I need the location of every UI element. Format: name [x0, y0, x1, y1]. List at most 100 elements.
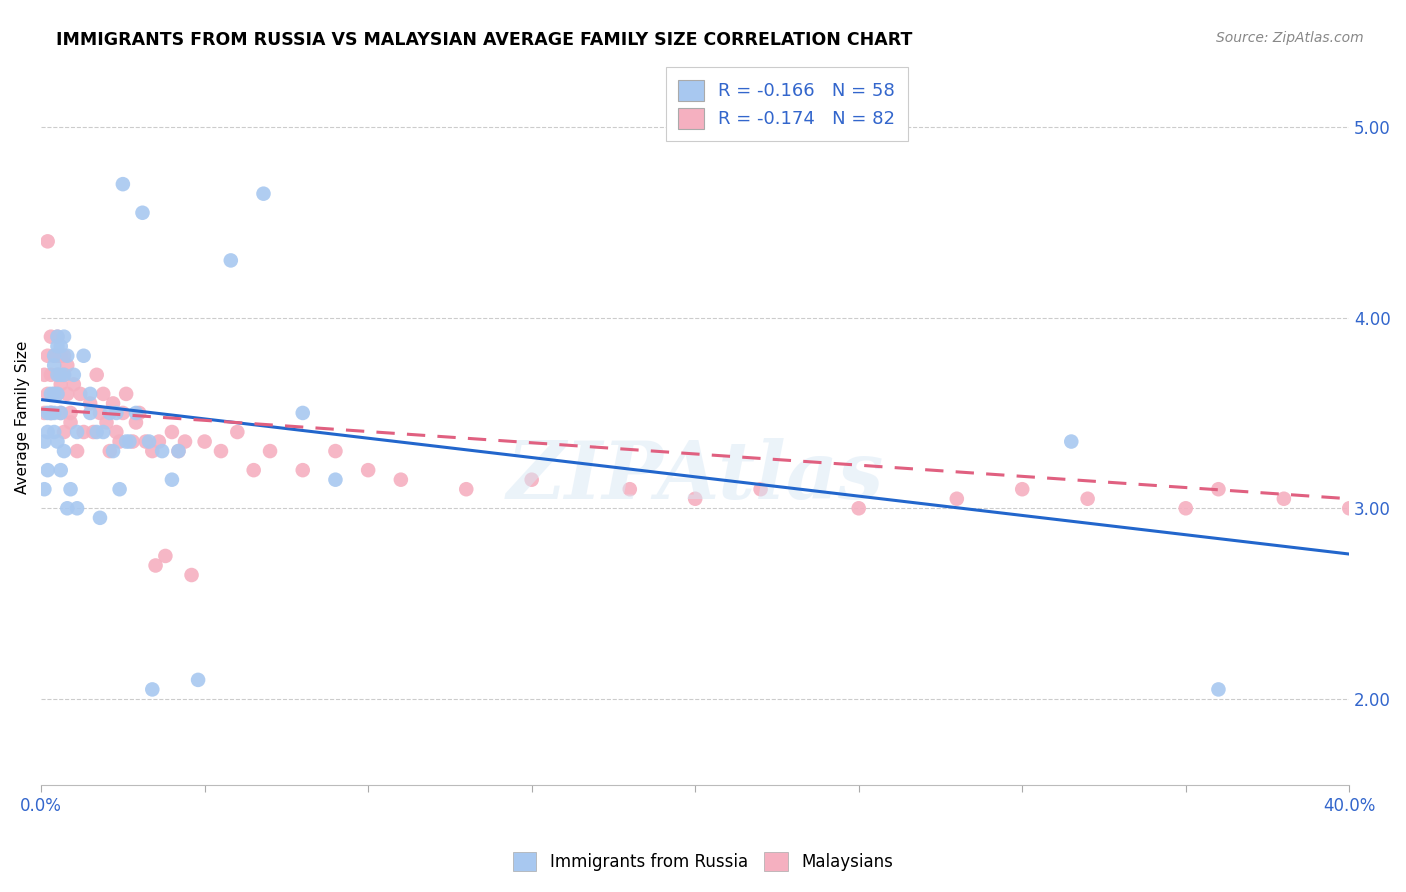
Point: [187, 673, 209, 687]
Point: [683, 491, 706, 506]
Point: [44, 349, 66, 363]
Point: [46, 329, 69, 343]
Point: [34, 482, 56, 496]
Point: [105, 425, 128, 439]
Point: [56, 501, 79, 516]
Point: [49, 406, 72, 420]
Point: [141, 682, 163, 697]
Point: [53, 425, 76, 439]
Point: [456, 482, 478, 496]
Point: [46, 349, 69, 363]
Point: [91, 387, 114, 401]
Legend: Immigrants from Russia, Malaysians: Immigrants from Russia, Malaysians: [505, 843, 901, 880]
Point: [325, 444, 347, 458]
Point: [72, 425, 94, 439]
Point: [34, 368, 56, 382]
Point: [53, 444, 76, 458]
Point: [138, 434, 160, 449]
Point: [86, 425, 108, 439]
Point: [37, 425, 59, 439]
Point: [46, 339, 69, 353]
Point: [118, 434, 141, 449]
Point: [49, 339, 72, 353]
Point: [108, 434, 131, 449]
Point: [39, 406, 62, 420]
Point: [115, 387, 138, 401]
Point: [44, 387, 66, 401]
Point: [91, 425, 114, 439]
Point: [46, 387, 69, 401]
Point: [252, 186, 274, 201]
Point: [242, 463, 264, 477]
Point: [619, 482, 641, 496]
Point: [357, 463, 380, 477]
Point: [219, 253, 242, 268]
Point: [194, 434, 217, 449]
Point: [46, 368, 69, 382]
Point: [69, 387, 91, 401]
Point: [125, 416, 148, 430]
Point: [34, 434, 56, 449]
Point: [131, 206, 153, 220]
Point: [37, 387, 59, 401]
Point: [180, 568, 202, 582]
Point: [174, 434, 197, 449]
Point: [1339, 501, 1361, 516]
Point: [49, 463, 72, 477]
Point: [1208, 482, 1230, 496]
Point: [53, 329, 76, 343]
Point: [44, 387, 66, 401]
Text: Source: ZipAtlas.com: Source: ZipAtlas.com: [1216, 31, 1364, 45]
Point: [66, 425, 89, 439]
Point: [37, 406, 59, 420]
Point: [49, 377, 72, 392]
Point: [79, 387, 101, 401]
Point: [39, 329, 62, 343]
Y-axis label: Average Family Size: Average Family Size: [15, 341, 30, 494]
Point: [111, 177, 134, 191]
Point: [37, 349, 59, 363]
Point: [105, 406, 128, 420]
Point: [520, 473, 543, 487]
Point: [39, 368, 62, 382]
Point: [135, 434, 157, 449]
Point: [291, 463, 314, 477]
Point: [56, 359, 79, 373]
Point: [89, 406, 111, 420]
Point: [291, 406, 314, 420]
Point: [167, 444, 190, 458]
Point: [1077, 491, 1099, 506]
Point: [44, 406, 66, 420]
Point: [125, 406, 148, 420]
Point: [325, 473, 347, 487]
Point: [37, 235, 59, 249]
Point: [66, 444, 89, 458]
Point: [98, 444, 121, 458]
Point: [53, 368, 76, 382]
Point: [141, 444, 163, 458]
Point: [62, 377, 84, 392]
Point: [946, 491, 969, 506]
Point: [59, 482, 82, 496]
Point: [226, 425, 249, 439]
Point: [62, 368, 84, 382]
Point: [848, 501, 870, 516]
Point: [53, 368, 76, 382]
Point: [44, 359, 66, 373]
Point: [39, 406, 62, 420]
Point: [86, 368, 108, 382]
Point: [82, 425, 104, 439]
Point: [44, 425, 66, 439]
Point: [44, 349, 66, 363]
Point: [111, 406, 134, 420]
Point: [1174, 501, 1197, 516]
Point: [46, 434, 69, 449]
Point: [89, 511, 111, 525]
Point: [79, 406, 101, 420]
Point: [160, 473, 183, 487]
Point: [1272, 491, 1295, 506]
Point: [1060, 434, 1083, 449]
Point: [148, 434, 170, 449]
Point: [49, 349, 72, 363]
Point: [39, 406, 62, 420]
